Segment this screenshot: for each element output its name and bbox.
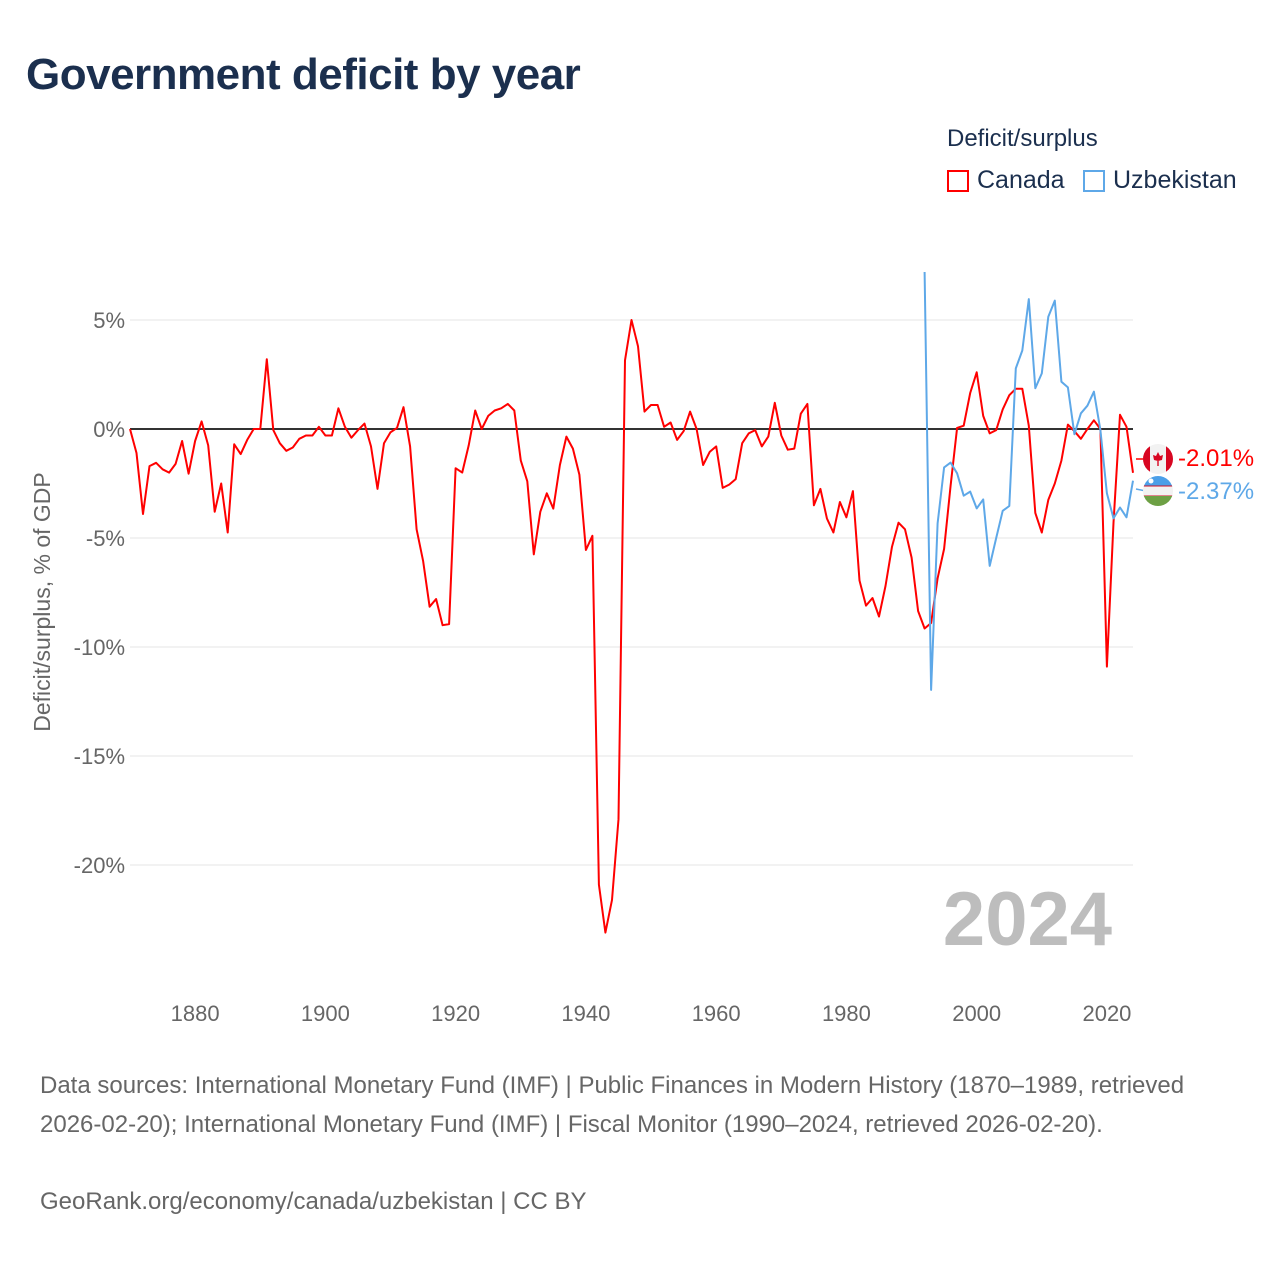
x-tick-label: 1900 xyxy=(301,1001,350,1026)
legend-label-canada: Canada xyxy=(977,166,1065,194)
y-tick-label: 0% xyxy=(93,417,125,442)
canada-flag-icon xyxy=(1143,444,1173,474)
x-tick-label: 1940 xyxy=(561,1001,610,1026)
legend-swatch-uzbekistan xyxy=(1083,169,1105,192)
y-tick-label: -20% xyxy=(74,853,125,878)
year-watermark: 2024 xyxy=(943,877,1112,962)
series-lines xyxy=(129,271,1134,934)
data-sources-note: Data sources: International Monetary Fun… xyxy=(40,1072,1185,1138)
legend-label-uzbekistan: Uzbekistan xyxy=(1113,166,1237,194)
uzbekistan-flag-icon xyxy=(1143,476,1173,506)
series-line-canada xyxy=(129,319,1134,934)
x-tick-label: 2000 xyxy=(952,1001,1001,1026)
y-axis-ticks: 5% 0% -5% -10% -15% -20% xyxy=(74,308,125,878)
legend-swatch-canada xyxy=(947,169,969,192)
x-tick-label: 1960 xyxy=(692,1001,741,1026)
legend-title: Deficit/surplus xyxy=(947,125,1098,152)
series-line-uzbekistan xyxy=(923,271,1134,691)
canada-end-value: -2.01% xyxy=(1178,445,1254,472)
legend-item-uzbekistan[interactable]: Uzbekistan xyxy=(1083,166,1237,195)
grid-lines xyxy=(130,319,1133,866)
x-tick-label: 2020 xyxy=(1082,1001,1131,1026)
chart-title: Government deficit by year xyxy=(26,50,581,99)
source-link[interactable]: GeoRank.org/economy/canada/uzbekistan | … xyxy=(40,1188,587,1215)
x-axis-ticks: 1880 1900 1920 1940 1960 1980 2000 2020 xyxy=(171,1001,1132,1026)
y-axis-label: Deficit/surplus, % of GDP xyxy=(29,472,55,731)
y-tick-label: -15% xyxy=(74,744,125,769)
y-tick-label: -10% xyxy=(74,635,125,660)
uzbekistan-end-value: -2.37% xyxy=(1178,478,1254,505)
y-tick-label: 5% xyxy=(93,308,125,333)
x-tick-label: 1920 xyxy=(431,1001,480,1026)
x-tick-label: 1980 xyxy=(822,1001,871,1026)
y-tick-label: -5% xyxy=(86,526,125,551)
x-tick-label: 1880 xyxy=(171,1001,220,1026)
legend-item-canada[interactable]: Canada xyxy=(947,166,1065,195)
